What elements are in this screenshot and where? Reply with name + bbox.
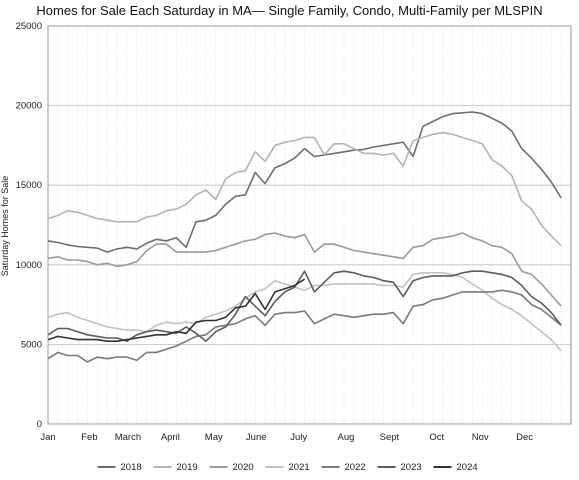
y-tick-label: 5000 [21, 339, 42, 350]
horizontal-gridlines [48, 25, 571, 425]
legend-label-2019: 2019 [177, 462, 198, 473]
legend-label-2021: 2021 [289, 462, 310, 473]
x-axis-ticks: Jan Feb March April May June July Aug Sept Oct Nov… [40, 432, 533, 443]
y-tick-label: 10000 [16, 260, 42, 271]
x-tick-label: May [205, 432, 223, 443]
series-line-2021 [47, 271, 562, 352]
series-line-2019 [47, 131, 562, 247]
legend-label-2018: 2018 [121, 462, 142, 473]
x-tick-label: March [115, 432, 141, 443]
chart-title: Homes for Sale Each Saturday in MA— Sing… [36, 3, 542, 18]
vertical-gridlines [57, 26, 562, 424]
y-tick-label: 15000 [16, 180, 42, 191]
x-tick-label: Oct [429, 432, 444, 443]
plot-frame [47, 25, 572, 425]
legend-label-2020: 2020 [233, 462, 254, 473]
series-line-2020 [47, 232, 562, 307]
legend-label-2024: 2024 [457, 462, 478, 473]
x-tick-label: July [290, 432, 307, 443]
legend-label-2022: 2022 [345, 462, 366, 473]
y-tick-label: 0 [37, 419, 42, 430]
x-tick-label: April [161, 432, 180, 443]
series-line-2023 [47, 270, 562, 343]
x-tick-label: Jan [40, 432, 55, 443]
legend-label-2023: 2023 [401, 462, 422, 473]
x-tick-label: Nov [472, 432, 489, 443]
series-line-2022 [47, 289, 562, 363]
x-tick-label: Aug [338, 432, 355, 443]
x-tick-label: Dec [516, 432, 533, 443]
series-lines [47, 111, 562, 363]
y-axis-ticks: 0 5000 10000 15000 20000 25000 [16, 21, 42, 430]
x-tick-label: Sept [380, 432, 400, 443]
series-line-2018 [47, 111, 562, 253]
x-tick-label: Feb [81, 432, 97, 443]
legend: 2018 2019 2020 2021 2022 2023 2024 [97, 462, 478, 473]
x-tick-label: June [246, 432, 267, 443]
y-tick-label: 20000 [16, 101, 42, 112]
series-line-2024 [47, 278, 306, 343]
y-tick-label: 25000 [16, 21, 42, 32]
y-axis-label: Saturday Homes for Sale [0, 176, 10, 277]
